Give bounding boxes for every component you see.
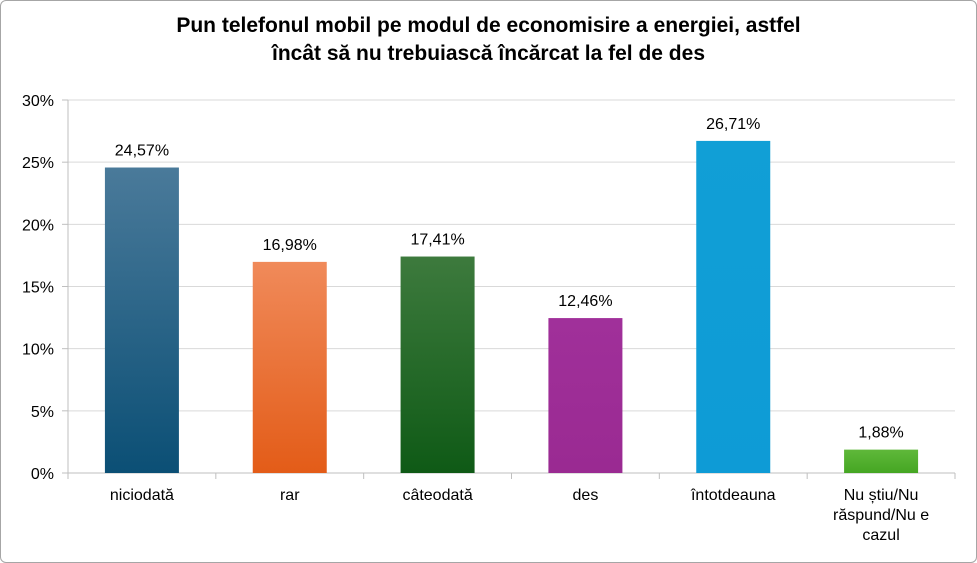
x-tick-label-line: Nu știu/Nu [844,487,919,504]
data-label: 1,88% [858,425,903,442]
bar [400,256,475,473]
x-tick-label: rar [280,487,300,504]
chart-title: Pun telefonul mobil pe modul de economis… [0,12,977,68]
y-tick-label: 5% [31,404,54,421]
data-label: 17,41% [410,232,464,249]
y-tick-label: 10% [22,342,54,359]
chart-title-line-2: încât să nu trebuiască încărcat la fel d… [271,42,705,65]
x-tick-label-line: cazul [862,527,899,544]
bar [696,140,771,473]
x-tick-label: întotdeauna [690,487,776,504]
x-tick-label: des [573,487,599,504]
data-label: 12,46% [558,293,612,310]
y-tick-label: 30% [22,93,54,110]
bar [548,318,623,473]
bar [104,167,179,473]
data-label: 26,71% [706,116,760,133]
x-tick-label-line: răspund/Nu e [833,507,929,524]
data-label: 16,98% [263,237,317,254]
x-tick-label-line: niciodată [110,487,174,504]
x-tick-label-line: câteodată [402,487,472,504]
x-tick-label: câteodată [402,487,472,504]
bar [252,261,327,473]
x-tick-label-line: rar [280,487,300,504]
y-tick-label: 0% [31,466,54,483]
y-tick-label: 20% [22,217,54,234]
x-tick-label: Nu știu/Nu răspund/Nu e cazul [833,487,929,544]
chart-title-line-1: Pun telefonul mobil pe modul de economis… [176,14,801,37]
bar [844,449,919,473]
x-tick-label-line: des [573,487,599,504]
x-tick-label: niciodată [110,487,174,504]
y-tick-label: 25% [22,155,54,172]
y-tick-label: 15% [22,280,54,297]
x-tick-label-line: întotdeauna [690,487,776,504]
data-label: 24,57% [115,143,169,160]
